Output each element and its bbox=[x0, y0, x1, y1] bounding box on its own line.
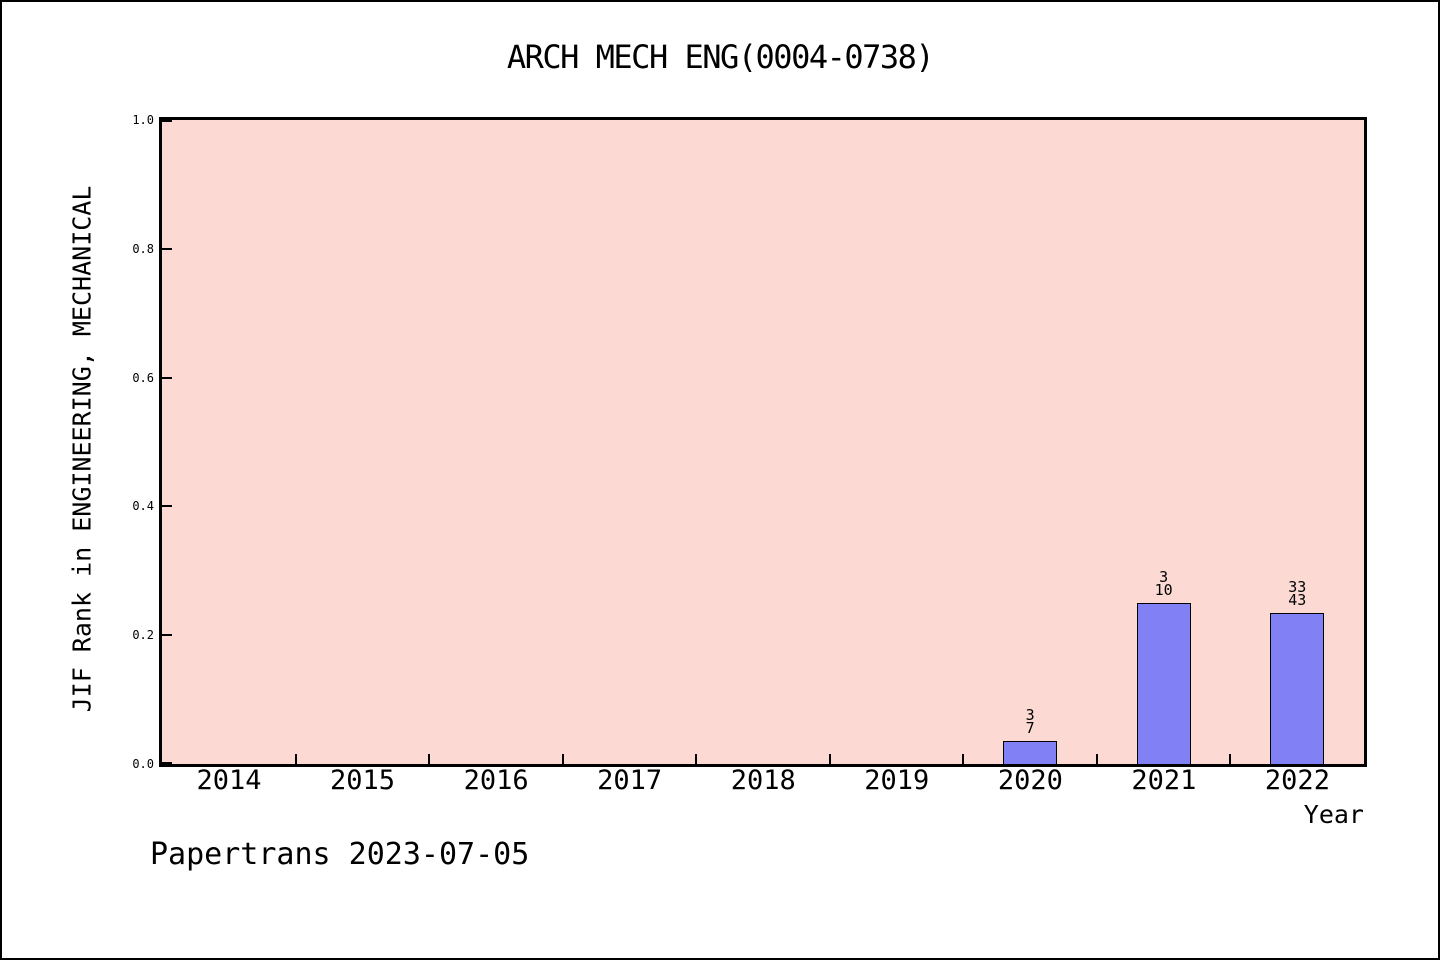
bar-label-2021: 3 10 bbox=[1124, 568, 1204, 599]
bar-label-line: 3 bbox=[1159, 568, 1169, 586]
bar-2022 bbox=[1270, 613, 1325, 764]
bar-label-2022: 33 43 bbox=[1257, 578, 1337, 610]
footer-note: Papertrans 2023-07-05 bbox=[150, 837, 530, 872]
x-tick-mark bbox=[962, 754, 965, 764]
x-tick-mark bbox=[428, 754, 431, 764]
y-tick-label: 0.6 bbox=[132, 370, 154, 385]
x-tick-mark bbox=[695, 754, 698, 764]
bar-2021 bbox=[1136, 603, 1191, 764]
bar-label-line: 33 bbox=[1288, 578, 1307, 597]
x-tick-label: 2014 bbox=[196, 765, 262, 796]
x-tick-label: 2020 bbox=[997, 765, 1063, 796]
plot-area: 3 7 3 10 33 43 bbox=[159, 117, 1367, 767]
x-tick-label: 2018 bbox=[730, 765, 796, 796]
bar-label-line: 10 bbox=[1154, 581, 1173, 599]
y-tick-label: 1.0 bbox=[132, 113, 154, 127]
y-tick-mark bbox=[162, 247, 172, 250]
bar-label-line: 3 bbox=[1025, 705, 1035, 724]
x-tick-mark bbox=[561, 754, 564, 764]
y-tick-mark bbox=[162, 762, 172, 764]
y-tick-label: 0.2 bbox=[132, 628, 154, 643]
y-tick-label: 0.4 bbox=[132, 499, 154, 514]
x-tick-mark bbox=[294, 754, 297, 764]
x-tick-label: 2015 bbox=[330, 765, 396, 796]
bar-label-line: 43 bbox=[1288, 591, 1307, 610]
bar-label-line: 7 bbox=[1025, 718, 1035, 737]
x-tick-mark bbox=[828, 754, 831, 764]
y-tick-mark bbox=[162, 376, 172, 379]
chart-title: ARCH MECH ENG(0004-0738) bbox=[506, 38, 935, 76]
x-tick-label: 2019 bbox=[864, 765, 930, 796]
x-tick-label: 2022 bbox=[1264, 765, 1330, 796]
x-tick-mark bbox=[1229, 754, 1232, 764]
x-tick-label: 2021 bbox=[1131, 765, 1197, 796]
x-tick-mark bbox=[1095, 754, 1098, 764]
y-tick-label: 0.8 bbox=[132, 241, 154, 256]
y-tick-mark bbox=[162, 505, 172, 508]
bar-2020 bbox=[1003, 740, 1058, 764]
x-tick-label: 2017 bbox=[597, 765, 663, 796]
y-tick-label: 0.0 bbox=[132, 757, 154, 771]
y-tick-mark bbox=[162, 634, 172, 637]
x-tick-label: 2016 bbox=[463, 765, 529, 796]
y-tick-mark bbox=[162, 120, 172, 122]
x-axis-title: Year bbox=[1303, 800, 1364, 829]
